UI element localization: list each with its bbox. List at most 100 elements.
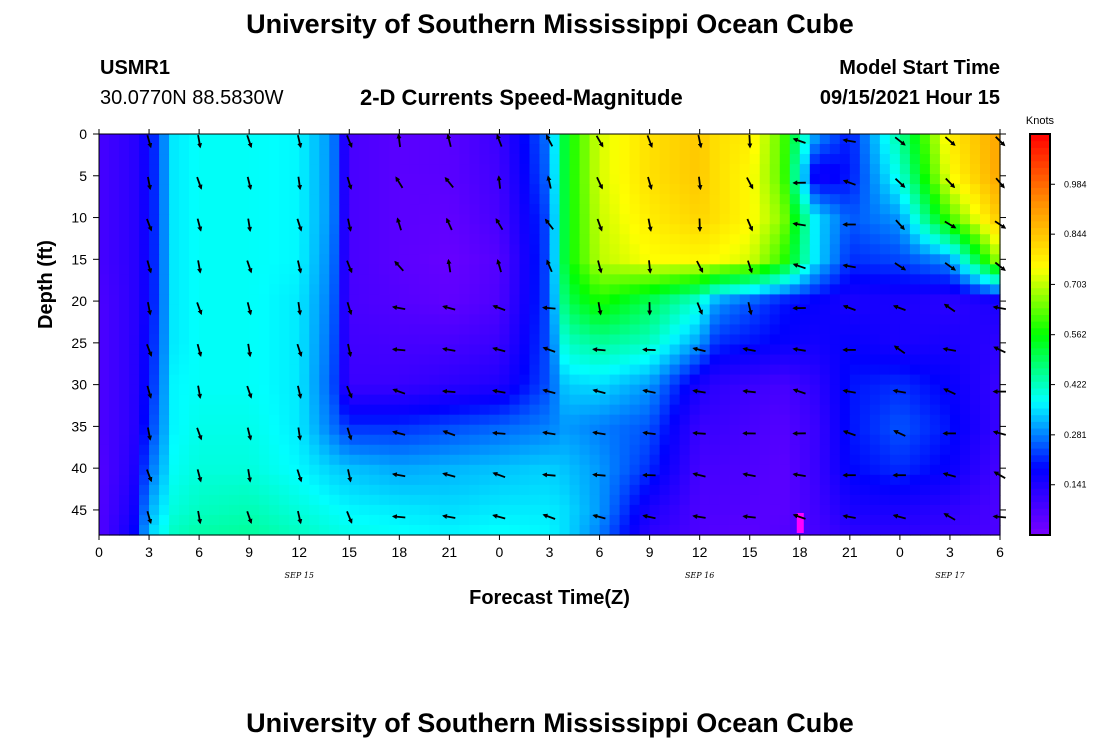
heatmap-cell (789, 364, 801, 376)
heatmap-cell (569, 254, 581, 265)
heatmap-cell (319, 174, 330, 185)
heatmap-cell (969, 424, 981, 436)
heatmap-cell (569, 194, 581, 205)
heatmap-cell (219, 154, 230, 165)
heatmap-cell (309, 404, 320, 416)
heatmap-cell (399, 324, 410, 336)
heatmap-cell (689, 484, 701, 496)
heatmap-cell (409, 194, 420, 205)
heatmap-cell (829, 214, 841, 225)
heatmap-cell (939, 254, 951, 265)
heatmap-cell (819, 504, 831, 516)
heatmap-cell (259, 294, 270, 306)
heatmap-cell (319, 214, 330, 225)
heatmap-cell (589, 524, 601, 536)
heatmap-cell (829, 434, 841, 446)
heatmap-cell (519, 514, 531, 526)
heatmap-cell (279, 524, 290, 536)
heatmap-cell (539, 204, 551, 215)
heatmap-cell (399, 434, 410, 446)
heatmap-cell (509, 364, 521, 376)
current-arrow (444, 176, 454, 188)
heatmap-cell (509, 444, 521, 456)
heatmap-cell (379, 354, 390, 366)
heatmap-cell (569, 364, 581, 376)
heatmap-cell (619, 454, 631, 466)
heatmap-cell (349, 414, 360, 426)
heatmap-cell (119, 404, 130, 416)
heatmap-cell (469, 224, 481, 235)
heatmap-cell (129, 494, 140, 506)
heatmap-cell (419, 494, 430, 506)
heatmap-cell (669, 244, 681, 255)
heatmap-cell (829, 344, 841, 356)
heatmap-cell (549, 404, 561, 416)
heatmap-cell (709, 374, 721, 386)
heatmap-cell (249, 474, 260, 486)
heatmap-cell (859, 394, 871, 406)
heatmap-cell (549, 394, 561, 406)
heatmap-cell (189, 134, 200, 145)
heatmap-cell (169, 294, 180, 306)
heatmap-cell (639, 514, 651, 526)
current-arrow (747, 134, 753, 149)
heatmap-cell (299, 284, 310, 296)
heatmap-cell (409, 184, 420, 195)
heatmap-cell (539, 424, 551, 436)
heatmap-cell (679, 494, 691, 506)
heatmap-cell (569, 294, 581, 306)
heatmap-cell (189, 264, 200, 275)
heatmap-cell (449, 394, 460, 406)
heatmap-cell (869, 244, 881, 255)
heatmap-cell (949, 294, 961, 306)
heatmap-cell (699, 224, 711, 235)
heatmap-cell (239, 284, 250, 296)
heatmap-cell (319, 454, 330, 466)
heatmap-cell (179, 464, 190, 476)
heatmap-cell (239, 174, 250, 185)
heatmap-cell (599, 134, 611, 145)
heatmap-cell (579, 474, 591, 486)
heatmap-cell (119, 474, 130, 486)
heatmap-cell (339, 194, 350, 205)
heatmap-cell (109, 244, 120, 255)
heatmap-cell (339, 374, 350, 386)
heatmap-cell (969, 134, 981, 145)
heatmap-cell (199, 284, 210, 296)
heatmap-cell (439, 204, 450, 215)
heatmap-cell (129, 274, 140, 285)
heatmap-cell (549, 384, 561, 396)
heatmap-cell (589, 214, 601, 225)
heatmap-cell (639, 324, 651, 336)
heatmap-cell (249, 154, 260, 165)
heatmap-cell (299, 484, 310, 496)
heatmap-cell (459, 434, 471, 446)
heatmap-cell (789, 144, 801, 155)
heatmap-cell (859, 414, 871, 426)
date-label: SEP 17 (935, 571, 965, 580)
heatmap-cell (949, 264, 961, 275)
heatmap-cell (99, 144, 110, 155)
heatmap-cell (349, 244, 360, 255)
heatmap-cell (309, 194, 320, 205)
heatmap-cell (699, 154, 711, 165)
heatmap-cell (839, 324, 851, 336)
heatmap-cell (759, 284, 771, 296)
heatmap-cell (609, 314, 621, 326)
heatmap-cell (259, 464, 270, 476)
heatmap-cell (909, 334, 921, 346)
heatmap-cell (599, 214, 611, 225)
heatmap-cell (889, 284, 901, 296)
heatmap-cell (249, 324, 260, 336)
colorbar-tick-label: 0.984 (1064, 179, 1087, 189)
heatmap-cell (659, 404, 671, 416)
heatmap-cell (629, 304, 641, 316)
heatmap-cell (239, 214, 250, 225)
heatmap-cell (219, 204, 230, 215)
heatmap-cell (219, 384, 230, 396)
heatmap-cell (349, 314, 360, 326)
heatmap-cell (819, 234, 831, 245)
heatmap-cell (409, 404, 420, 416)
x-tick-label: 6 (596, 544, 604, 560)
heatmap-cell (849, 274, 861, 285)
